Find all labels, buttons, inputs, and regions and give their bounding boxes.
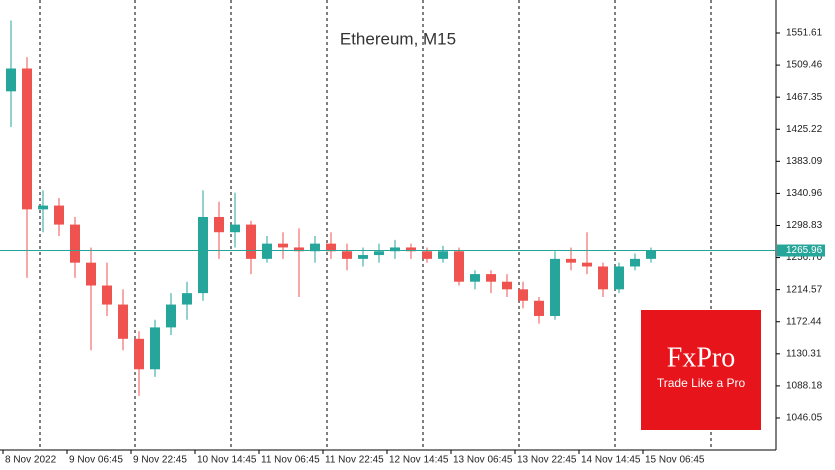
logo-name: FxPro [667,342,735,373]
y-tick-label: 1046.05 [786,413,823,424]
candle-body [518,289,528,301]
candle-body [102,285,112,305]
y-tick-label: 1214.57 [786,284,823,295]
candle-body [422,251,432,259]
candle-body [502,281,512,290]
candle-body [262,243,272,259]
y-tick-label: 1509.46 [786,60,823,71]
y-tick-label: 1383.09 [786,156,823,167]
candle-body [646,250,656,259]
y-tick-label: 1551.61 [786,28,823,39]
candle-body [150,327,160,370]
x-tick-label: 12 Nov 14:45 [389,455,449,466]
candle-body [454,251,464,282]
candle-body [582,262,592,267]
x-tick-label: 10 Nov 14:45 [197,455,257,466]
candle-body [630,258,640,267]
y-tick-label: 1088.18 [786,381,823,392]
y-tick-label: 1340.96 [786,188,823,199]
candle-body [214,216,224,233]
y-tick-label: 1298.83 [786,220,823,231]
y-tick-label: 1172.44 [786,316,822,327]
candle-body [54,205,64,225]
candle-body [406,247,416,252]
candle-body [310,243,320,252]
logo: FxPro Trade Like a Pro [641,310,761,430]
logo-box [641,310,761,430]
last-price-label: 1265.96 [786,245,823,256]
candle-body [326,243,336,252]
candle-body [390,247,400,252]
candle-body [358,255,368,259]
last-price-box [777,244,825,257]
x-tick-label: 14 Nov 14:45 [581,455,641,466]
chart-title: Ethereum, M15 [340,29,456,48]
candle-body [342,251,352,259]
candle-body [6,68,16,92]
candle-body [550,258,560,316]
candle-body [438,251,448,259]
y-tick-label: 1425.22 [786,124,823,135]
candle-body [486,274,496,282]
candle-body [38,205,48,210]
y-tick-label: 1256.70 [786,252,823,263]
candle-body [294,247,304,252]
candle-body [534,300,544,316]
candle-body [614,266,624,290]
candle-body [22,68,32,210]
candle-body [566,258,576,263]
x-tick-label: 11 Nov 22:45 [325,455,384,466]
x-tick-label: 13 Nov 06:45 [453,455,513,466]
candle-body [374,251,384,256]
candle-body [470,274,480,282]
candle-body [198,216,208,294]
x-tick-label: 13 Nov 22:45 [517,455,577,466]
candle-body [134,338,144,370]
x-tick-label: 15 Nov 06:45 [645,455,705,466]
x-tick-label: 9 Nov 22:45 [133,455,187,466]
logo-tagline: Trade Like a Pro [657,376,746,390]
candle-body [278,243,288,248]
candle-body [246,224,256,259]
y-tick-label: 1130.31 [786,348,822,359]
candle-body [598,266,608,290]
candle-body [230,224,240,233]
candle-body [70,224,80,263]
candle-body [118,304,128,339]
candle-body [182,293,192,305]
x-tick-label: 11 Nov 06:45 [261,455,320,466]
x-tick-label: 8 Nov 2022 [5,455,57,466]
x-tick-label: 9 Nov 06:45 [69,455,123,466]
candle-body [86,262,96,286]
candle-body [166,304,176,328]
y-tick-label: 1467.35 [786,92,823,103]
